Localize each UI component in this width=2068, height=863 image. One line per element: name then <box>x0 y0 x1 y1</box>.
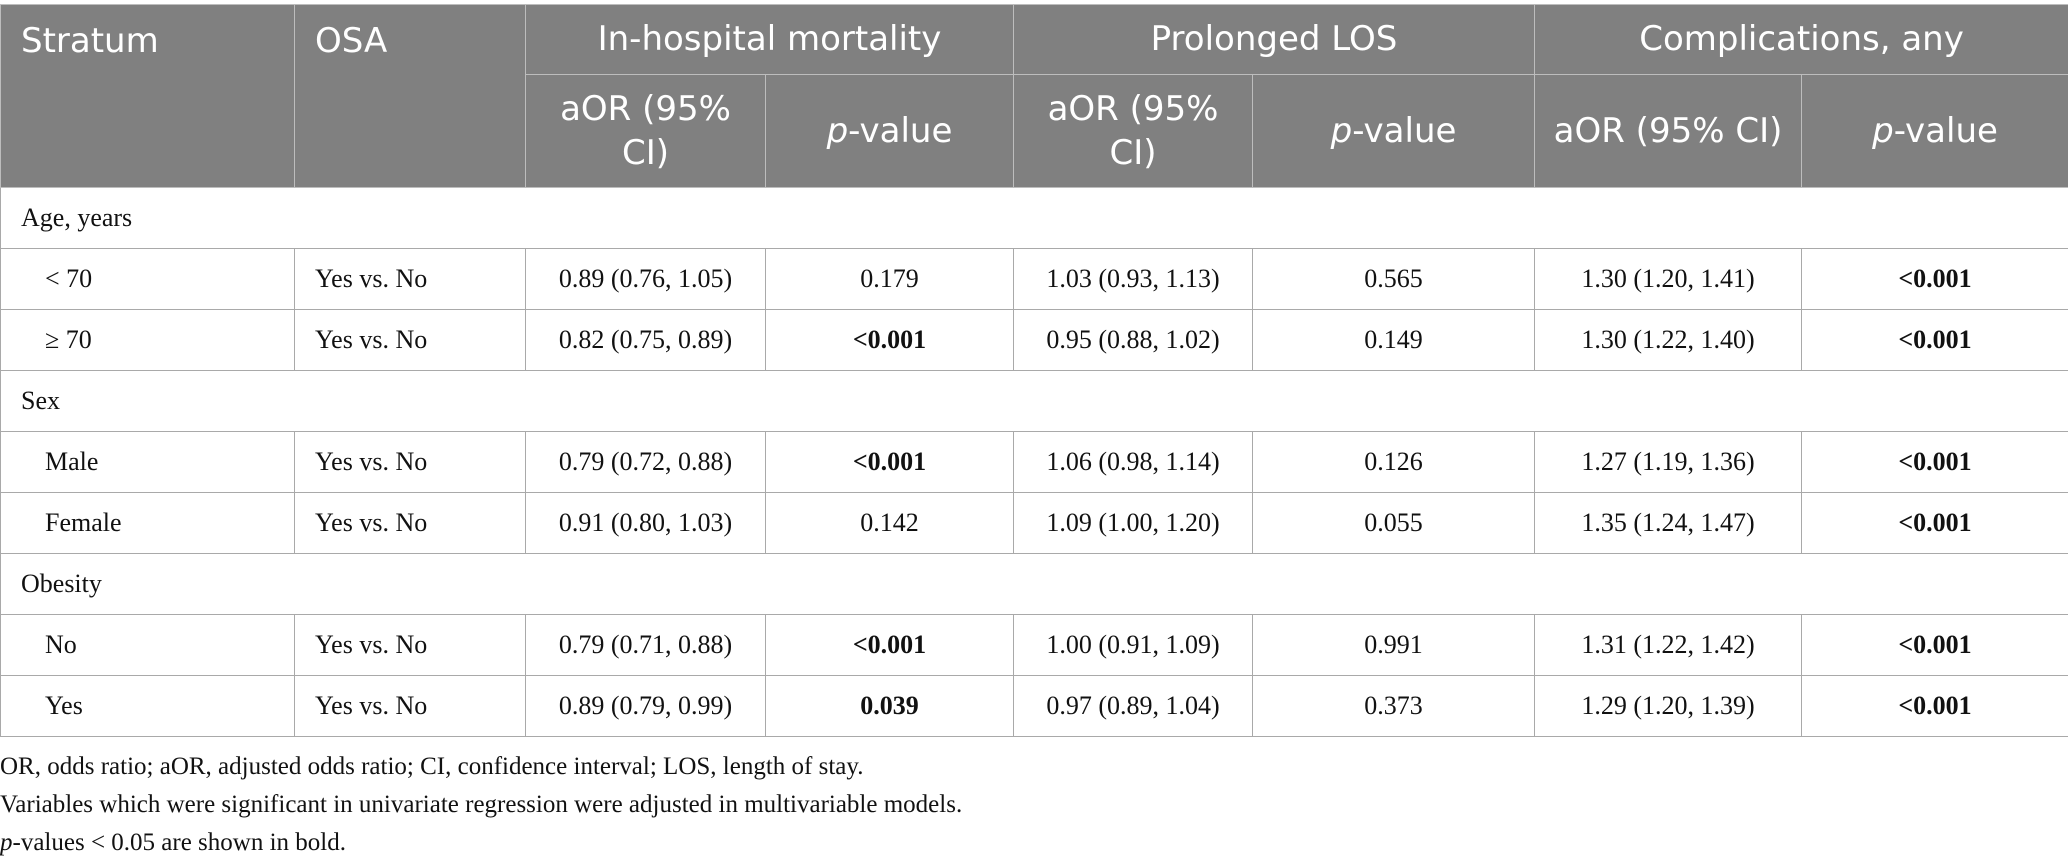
header-comp-aor: aOR (95% CI) <box>1534 74 1803 188</box>
header-comp-p: p-value <box>1801 74 2068 188</box>
mortality-aor-cell: 0.79 (0.72, 0.88) <box>525 431 766 493</box>
complications-aor-cell: 1.27 (1.19, 1.36) <box>1534 431 1803 493</box>
header-row-measures: aOR (95% CI) p-value aOR (95% CI) p-valu… <box>1 74 2068 188</box>
mortality-p-cell: 0.179 <box>765 248 1014 310</box>
header-mortality: In-hospital mortality <box>525 4 1014 75</box>
complications-aor-cell: 1.30 (1.20, 1.41) <box>1534 248 1803 310</box>
stratum-cell: No <box>0 614 295 676</box>
mortality-p-cell: <0.001 <box>765 431 1014 493</box>
los-aor-cell: 0.95 (0.88, 1.02) <box>1013 309 1253 371</box>
header-row-groups: Stratum OSA In-hospital mortality Prolon… <box>0 4 2068 188</box>
mortality-aor-cell: 0.91 (0.80, 1.03) <box>525 492 766 554</box>
los-p-cell: 0.373 <box>1251 675 1536 737</box>
los-aor-cell: 1.00 (0.91, 1.09) <box>1013 614 1253 676</box>
header-los-aor: aOR (95% CI) <box>1013 74 1253 188</box>
mortality-p-cell: 0.142 <box>765 492 1014 554</box>
group-label: Age, years <box>0 187 2068 249</box>
complications-p-cell: <0.001 <box>1801 248 2068 310</box>
mortality-aor-cell: 0.89 (0.79, 0.99) <box>525 675 766 737</box>
osa-cell: Yes vs. No <box>294 614 526 676</box>
los-aor-cell: 1.06 (0.98, 1.14) <box>1013 431 1253 493</box>
los-aor-cell: 1.03 (0.93, 1.13) <box>1013 248 1253 310</box>
header-complications: Complications, any <box>1534 4 2068 75</box>
group-row: Sex <box>0 370 2068 432</box>
footnote-bold: p-values < 0.05 are shown in bold. <box>0 829 346 856</box>
results-table: Stratum OSA In-hospital mortality Prolon… <box>0 4 2068 737</box>
table-row: ≥ 70 Yes vs. No 0.82 (0.75, 0.89) <0.001 0.9… <box>0 309 2068 371</box>
complications-p-cell: <0.001 <box>1801 675 2068 737</box>
header-osa: OSA <box>294 4 526 188</box>
osa-cell: Yes vs. No <box>294 431 526 493</box>
los-aor-cell: 0.97 (0.89, 1.04) <box>1013 675 1253 737</box>
table-row: Male Yes vs. No 0.79 (0.72, 0.88) <0.001 1.0… <box>0 431 2068 493</box>
osa-cell: Yes vs. No <box>294 492 526 554</box>
group-label: Sex <box>0 370 2068 432</box>
mortality-p-cell: <0.001 <box>765 309 1014 371</box>
table-body: Age, years < 70 Yes vs. No 0.89 (0.76, 1.05… <box>0 187 2068 737</box>
complications-aor-cell: 1.31 (1.22, 1.42) <box>1534 614 1803 676</box>
osa-cell: Yes vs. No <box>294 675 526 737</box>
stratum-cell: Male <box>0 431 295 493</box>
osa-cell: Yes vs. No <box>294 309 526 371</box>
table-footnotes: OR, odds ratio; aOR, adjusted odds ratio… <box>0 748 962 862</box>
los-aor-cell: 1.09 (1.00, 1.20) <box>1013 492 1253 554</box>
complications-aor-cell: 1.35 (1.24, 1.47) <box>1534 492 1803 554</box>
complications-aor-cell: 1.30 (1.22, 1.40) <box>1534 309 1803 371</box>
osa-cell: Yes vs. No <box>294 248 526 310</box>
group-row: Age, years <box>0 187 2068 249</box>
mortality-p-cell: <0.001 <box>765 614 1014 676</box>
footnote-adjustment: Variables which were significant in univ… <box>0 791 963 818</box>
mortality-aor-cell: 0.79 (0.71, 0.88) <box>525 614 766 676</box>
table-row: Yes Yes vs. No 0.89 (0.79, 0.99) 0.039 0.97 … <box>0 675 2068 737</box>
header-mort-p: p-value <box>765 74 1014 188</box>
stratum-cell: ≥ 70 <box>0 309 295 371</box>
complications-p-cell: <0.001 <box>1801 309 2068 371</box>
table-row: < 70 Yes vs. No 0.89 (0.76, 1.05) 0.179 1.03… <box>0 248 2068 310</box>
los-p-cell: 0.565 <box>1251 248 1536 310</box>
header-mort-aor: aOR (95% CI) <box>525 74 766 188</box>
mortality-aor-cell: 0.82 (0.75, 0.89) <box>525 309 766 371</box>
complications-p-cell: <0.001 <box>1801 492 2068 554</box>
group-label: Obesity <box>0 553 2068 615</box>
mortality-aor-cell: 0.89 (0.76, 1.05) <box>525 248 766 310</box>
los-p-cell: 0.126 <box>1251 431 1536 493</box>
los-p-cell: 0.149 <box>1251 309 1536 371</box>
table-row: Female Yes vs. No 0.91 (0.80, 1.03) 0.142 1.… <box>0 492 2068 554</box>
los-p-cell: 0.991 <box>1251 614 1536 676</box>
mortality-p-cell: 0.039 <box>765 675 1014 737</box>
stratum-cell: Yes <box>0 675 295 737</box>
complications-p-cell: <0.001 <box>1801 614 2068 676</box>
header-stratum: Stratum <box>0 4 295 188</box>
complications-aor-cell: 1.29 (1.20, 1.39) <box>1534 675 1803 737</box>
header-los-p: p-value <box>1251 74 1536 188</box>
footnote-abbreviations: OR, odds ratio; aOR, adjusted odds ratio… <box>0 753 864 780</box>
group-row: Obesity <box>0 553 2068 615</box>
complications-p-cell: <0.001 <box>1801 431 2068 493</box>
header-prolonged-los: Prolonged LOS <box>1012 4 1536 75</box>
stratum-cell: Female <box>0 492 295 554</box>
stratum-cell: < 70 <box>0 248 295 310</box>
los-p-cell: 0.055 <box>1251 492 1536 554</box>
table-row: No Yes vs. No 0.79 (0.71, 0.88) <0.001 1.00 … <box>0 614 2068 676</box>
